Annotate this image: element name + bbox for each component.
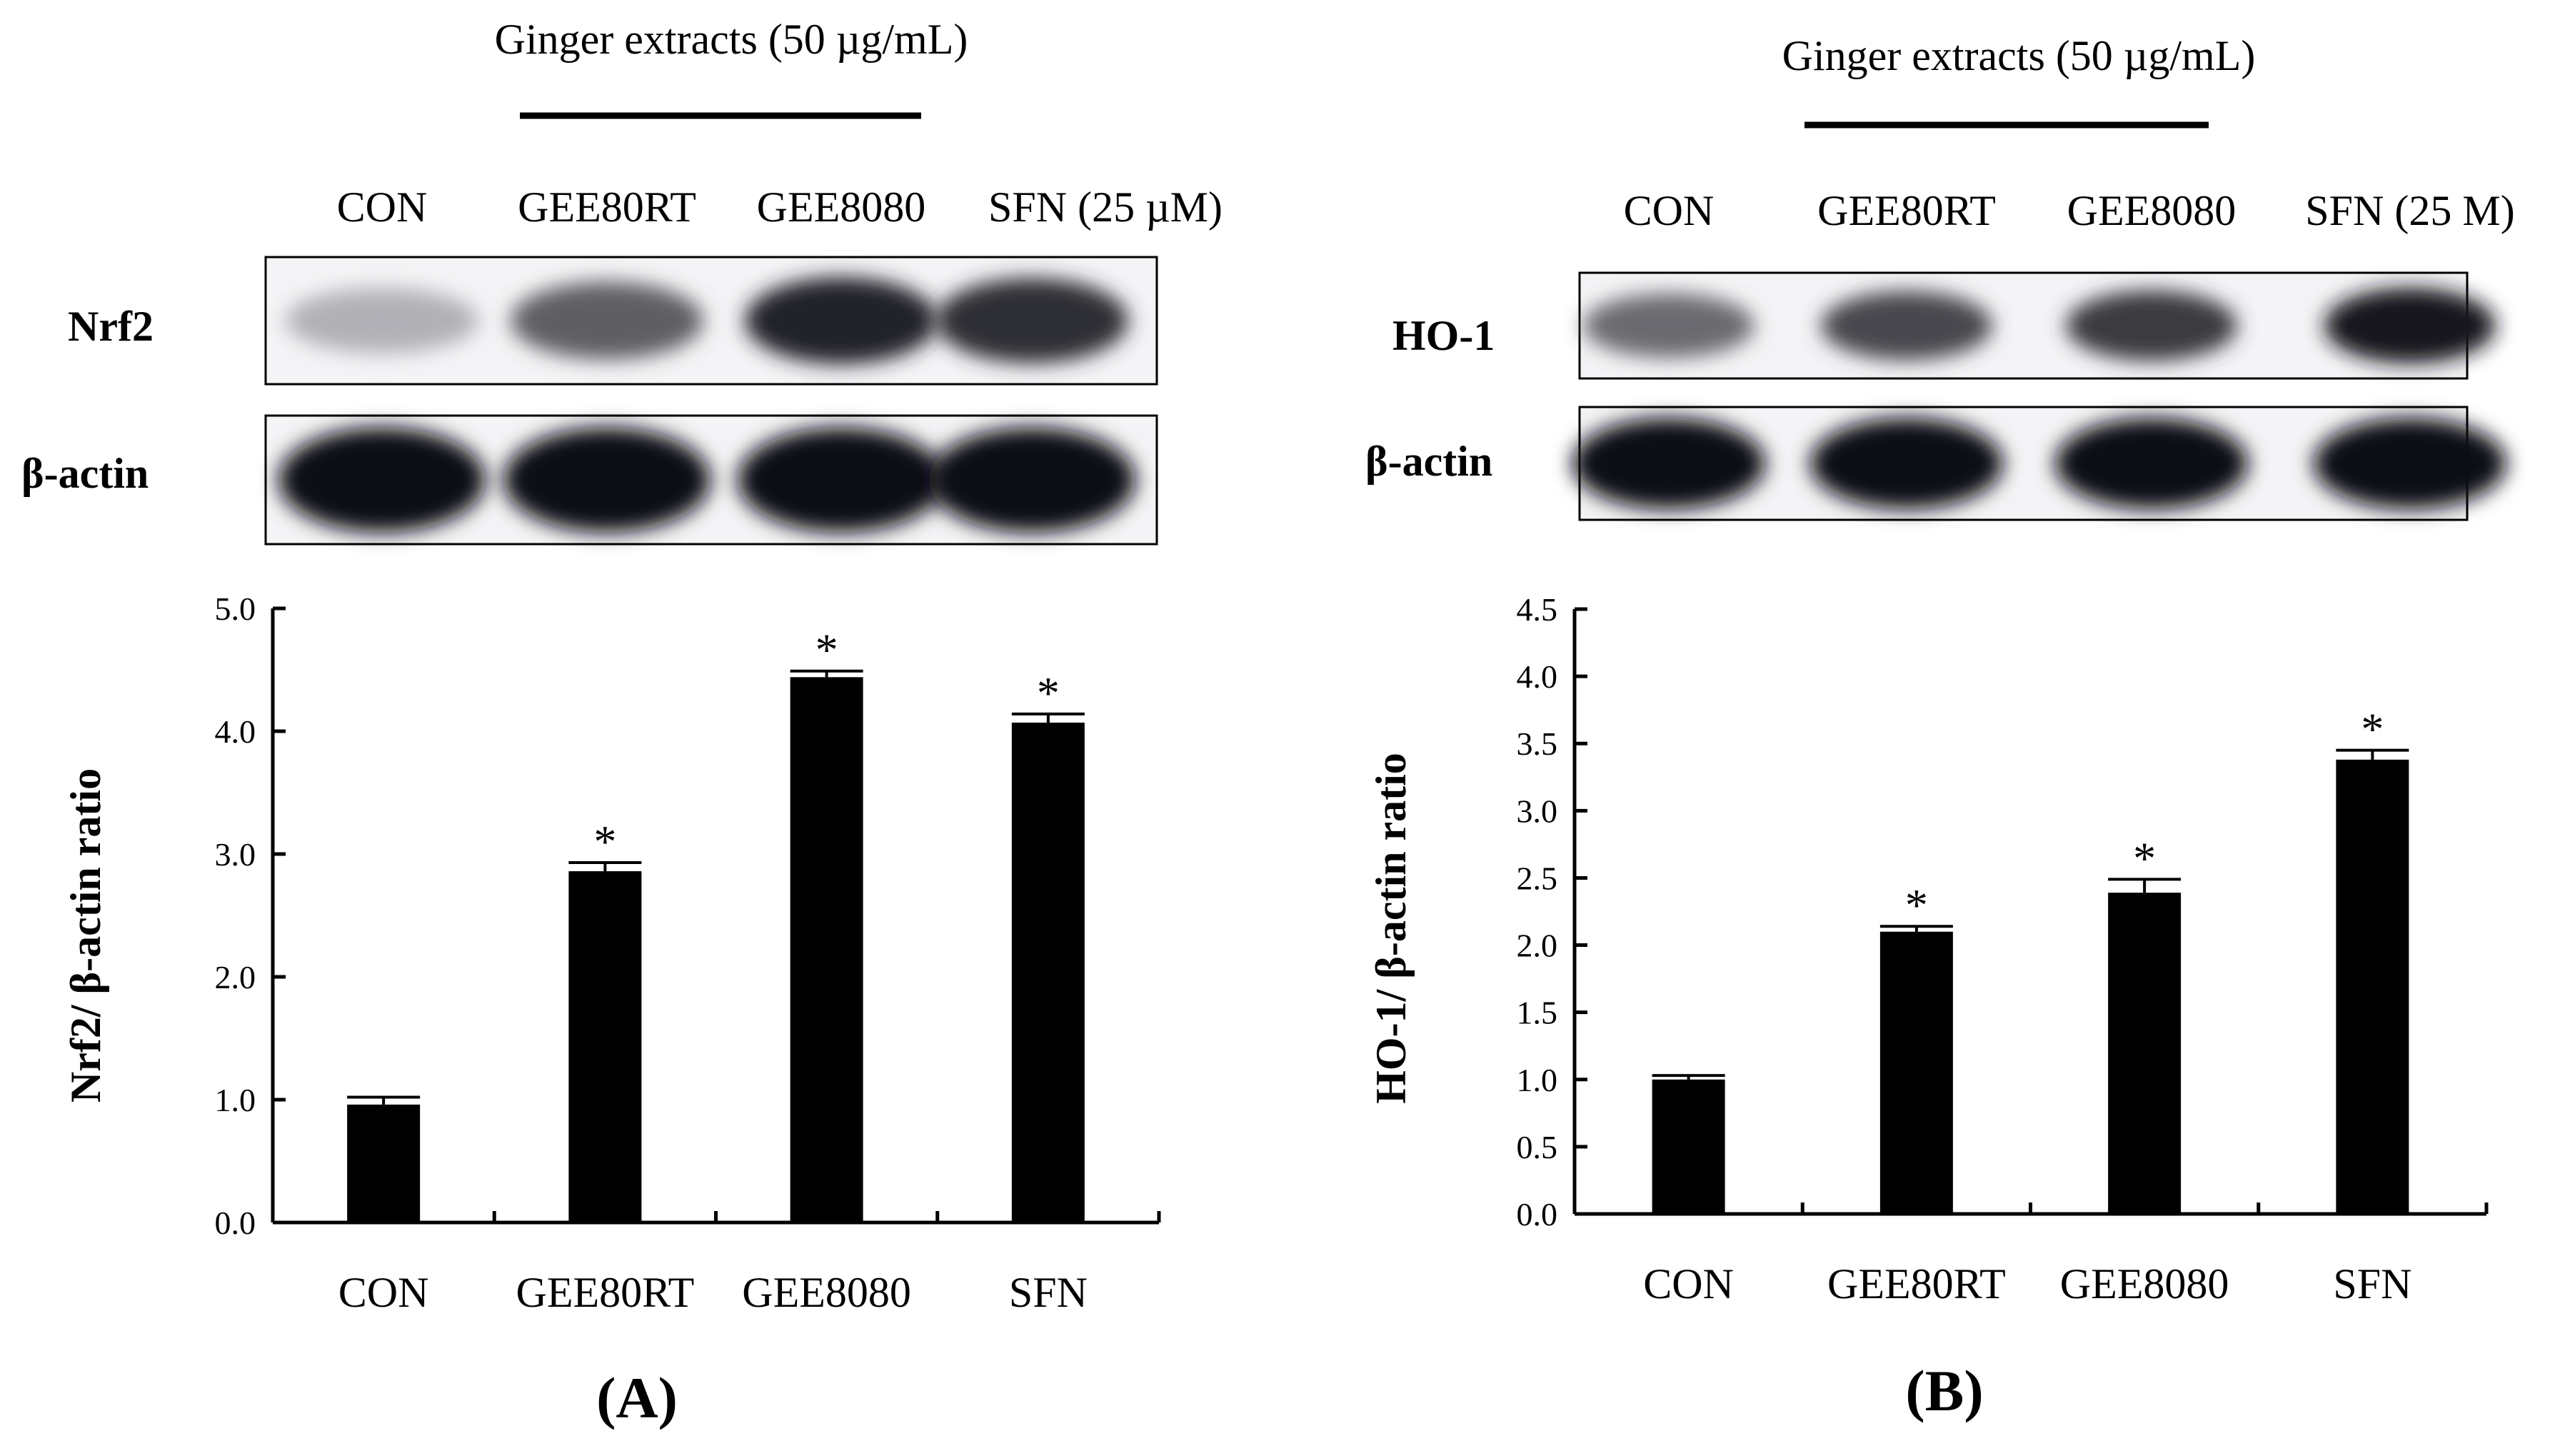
panel-a-category-label: CON [338, 1269, 429, 1316]
panel-b-actin-blot [1572, 406, 2506, 521]
panel-a-header: Ginger extracts (50 µg/mL) [495, 16, 968, 63]
panel-b-actin-band [1572, 418, 1765, 509]
panel-a-bar [568, 871, 642, 1222]
panel-b-y-tick-label: 0.5 [1517, 1129, 1558, 1165]
panel-a-lane-label: GEE80RT [518, 184, 696, 231]
panel-b-lane-label: CON [1624, 187, 1715, 234]
panel-b-y-tick-label: 2.0 [1517, 928, 1558, 964]
panel-b-y-tick-label: 1.5 [1517, 995, 1558, 1031]
panel-b-target-blot [1578, 271, 2496, 380]
panel-b-target-band [2066, 290, 2237, 361]
panel-a-category-label: SFN [1009, 1269, 1088, 1316]
panel-b-y-tick-label: 1.0 [1517, 1062, 1558, 1098]
panel-a-actin-band [738, 427, 945, 533]
panel-b-bar [2108, 893, 2182, 1214]
panel-a-bar [1011, 722, 1085, 1222]
panel-a-actin-band [278, 427, 486, 533]
panel-b-bar [2336, 759, 2409, 1214]
panel-a: Ginger extracts (50 µg/mL) CON GEE80RT G… [21, 16, 1223, 1430]
panel-b-significance-marker: * [2133, 833, 2156, 883]
panel-a-actin-blot [264, 414, 1158, 546]
panel-b-y-tick-label: 3.0 [1517, 793, 1558, 829]
panel-b-target-band [1821, 291, 1992, 361]
panel-b-category-label: CON [1643, 1260, 1734, 1307]
panel-b-target-band [1583, 293, 1755, 358]
panel-b-category-label: SFN [2333, 1260, 2411, 1307]
panel-b-actin-band [1810, 418, 2003, 509]
panel-a-lane-label: GEE8080 [757, 184, 926, 231]
panel-a-y-tick-label: 0.0 [215, 1205, 256, 1241]
panel-b-actin-band [2055, 418, 2248, 509]
panel-a-bar [790, 677, 863, 1222]
panel-b-bar [1652, 1079, 1725, 1214]
panel-b-y-tick-label: 4.5 [1517, 591, 1558, 628]
panel-a-target-band [745, 276, 938, 365]
panel-b-target-blot-label: HO-1 [1392, 312, 1495, 359]
panel-a-lane-label: SFN (25 µM) [988, 184, 1223, 231]
panel-a-actin-blot-label: β-actin [21, 450, 149, 497]
panel-b-y-tick-label: 3.5 [1517, 726, 1558, 762]
panel-b-category-label: GEE8080 [2060, 1260, 2229, 1307]
panel-a-y-tick-label: 4.0 [215, 713, 256, 750]
panel-a-y-tick-label: 3.0 [215, 836, 256, 873]
panel-b-actin-blot-label: β-actin [1365, 438, 1492, 485]
panel-a-y-tick-label: 5.0 [215, 591, 256, 627]
panel-a-target-blot [264, 256, 1158, 386]
panel-a-target-band [286, 288, 478, 353]
panel-b-significance-marker: * [2361, 704, 2384, 755]
panel-a-category-label: GEE80RT [516, 1269, 695, 1316]
panel-b-ylabel: HO-1/ β-actin ratio [1367, 753, 1415, 1104]
panel-b-category-label: GEE80RT [1827, 1260, 2006, 1307]
panel-b: Ginger extracts (50 µg/mL) CON GEE80RT G… [1365, 32, 2515, 1423]
panel-b-significance-marker: * [1905, 880, 1928, 930]
panel-b-actin-band [2314, 418, 2506, 509]
panel-a-category-label: GEE8080 [742, 1269, 911, 1316]
panel-a-target-band [511, 281, 703, 360]
panel-a-significance-marker: * [1037, 668, 1060, 718]
panel-b-lane-label: SFN (25 M) [2305, 187, 2514, 234]
panel-a-y-tick-label: 1.0 [215, 1082, 256, 1118]
panel-b-header: Ginger extracts (50 µg/mL) [1782, 32, 2256, 79]
panel-a-significance-marker: * [593, 816, 616, 867]
panel-a-y-tick-label: 2.0 [215, 959, 256, 995]
panel-b-lane-label: GEE80RT [1817, 187, 1996, 234]
panel-b-y-tick-label: 2.5 [1517, 860, 1558, 896]
panel-a-lane-label: CON [337, 184, 428, 231]
panel-a-target-band [935, 278, 1128, 363]
panel-b-y-tick-label: 4.0 [1517, 658, 1558, 695]
panel-b-bar [1879, 931, 1953, 1214]
panel-a-significance-marker: * [815, 625, 838, 676]
panel-b-label: (B) [1905, 1358, 1983, 1423]
panel-a-bar-chart: 0.0 1.0 2.0 3.0 4.0 5.0 CON * GEE80RT * GEE8080 * SF… [215, 591, 1161, 1316]
panel-a-target-blot-label: Nrf2 [68, 303, 154, 350]
panel-a-ylabel: Nrf2/ β-actin ratio [62, 768, 109, 1103]
panel-a-actin-band [928, 427, 1135, 533]
panel-b-y-tick-label: 0.0 [1517, 1196, 1558, 1232]
panel-b-target-band [2324, 288, 2496, 363]
panel-b-bar-chart: 0.0 0.5 1.0 1.5 2.0 2.5 3.0 3.5 4.0 4.5 CON * GEE80R… [1517, 591, 2489, 1307]
panel-a-actin-band [503, 427, 711, 533]
panel-a-label: (A) [596, 1365, 678, 1430]
panel-a-bar [347, 1104, 421, 1222]
panel-b-lane-label: GEE8080 [2067, 187, 2237, 234]
